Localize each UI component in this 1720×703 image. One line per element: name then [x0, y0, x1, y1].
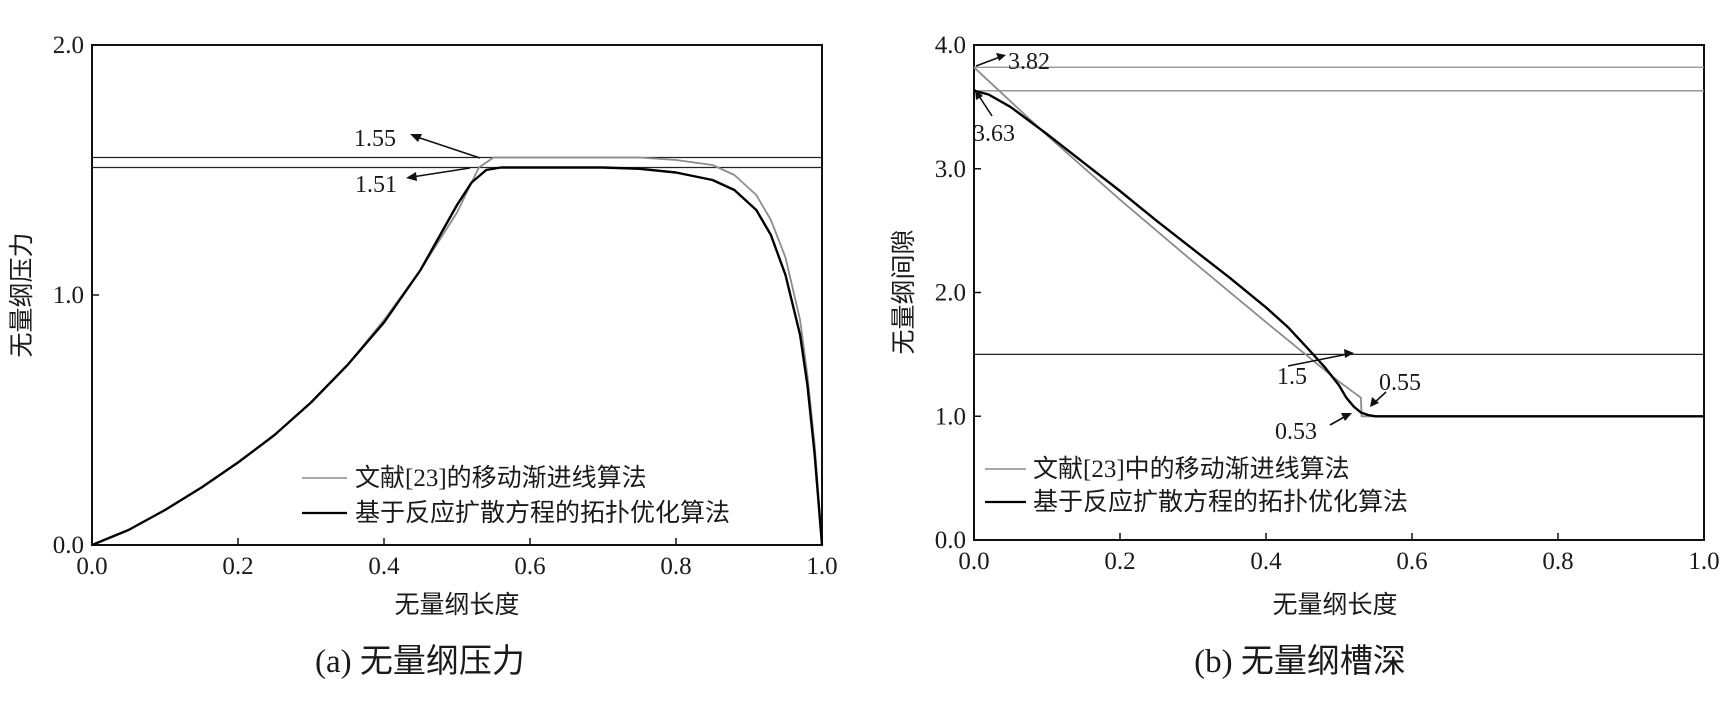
legend-label-rd: 基于反应扩散方程的拓扑优化算法: [1033, 488, 1408, 516]
y-tick-label: 1.0: [935, 403, 966, 430]
panel-b-y-axis-label: 无量纲间隙: [890, 229, 918, 354]
panel-a-caption: (a) 无量纲压力: [315, 643, 525, 680]
y-tick-label: 1.0: [53, 282, 84, 309]
x-tick-label: 0.0: [958, 548, 989, 575]
x-tick-label: 0.4: [368, 553, 400, 580]
arrowhead-3-63: [975, 89, 983, 100]
panel-b-annotation-arrows: [975, 53, 1387, 426]
x-tick-label: 0.6: [1396, 548, 1427, 575]
arrow-3-82: [975, 56, 1001, 67]
annotation-0-53: 0.53: [1275, 419, 1317, 445]
x-tick-label: 0.8: [660, 553, 691, 580]
x-tick-label: 0.0: [76, 553, 107, 580]
x-tick-label: 0.2: [1104, 548, 1135, 575]
panel-b-ticks: 0.0 0.2 0.4 0.6 0.8 1.0 0.0 1.0 2.0 3.0 4.0: [935, 32, 1720, 575]
arrowhead-1-5: [1344, 349, 1354, 358]
annotation-1-55: 1.55: [354, 126, 396, 152]
arrowhead-0-53: [1341, 413, 1352, 421]
panel-a-series: [91, 156, 824, 547]
legend-label-mma: 文献[23]的移动渐进线算法: [355, 464, 647, 492]
x-tick-label: 0.4: [1250, 548, 1282, 575]
annotation-1-51: 1.51: [355, 172, 397, 198]
panel-a-x-axis-label: 无量纲长度: [394, 591, 519, 619]
arrowhead-1-51: [406, 172, 417, 181]
y-tick-label: 3.0: [935, 156, 966, 183]
panel-a-annotation-arrows: [406, 134, 481, 181]
arrowhead-0-55: [1370, 397, 1379, 407]
y-tick-label: 4.0: [935, 32, 966, 59]
annotation-3-82: 3.82: [1008, 49, 1050, 75]
y-tick-label: 0.0: [53, 532, 84, 559]
x-tick-label: 1.0: [1688, 548, 1719, 575]
series-line-rd: [973, 89, 1704, 418]
x-tick-label: 0.6: [514, 553, 545, 580]
panel-b-caption: (b) 无量纲槽深: [1194, 643, 1406, 680]
x-tick-label: 0.8: [1542, 548, 1573, 575]
panel-a-ticks: 0.0 0.2 0.4 0.6 0.8 1.0 0.0 1.0 2.0: [53, 32, 838, 580]
y-tick-label: 0.0: [935, 527, 966, 554]
panel-a-reference-lines: [92, 156, 822, 169]
panel-a-pressure-chart: 0.0 0.2 0.4 0.6 0.8 1.0 0.0 1.0 2.0 1.55 1.51 文献…: [8, 32, 838, 680]
arrow-1-51: [411, 167, 471, 178]
panel-a-legend: 文献[23]的移动渐进线算法 基于反应扩散方程的拓扑优化算法: [302, 464, 730, 527]
annotation-1-5: 1.5: [1277, 364, 1307, 390]
panel-b-reference-lines: [974, 66, 1704, 356]
y-tick-label: 2.0: [935, 280, 966, 307]
arrow-1-5: [1287, 353, 1349, 367]
series-line-mma: [973, 66, 1704, 418]
y-tick-label: 2.0: [53, 32, 84, 59]
arrowhead-1-55: [410, 134, 422, 142]
x-tick-label: 1.0: [806, 553, 837, 580]
arrowhead-3-82: [996, 53, 1006, 61]
legend-label-mma: 文献[23]中的移动渐进线算法: [1033, 455, 1350, 483]
panel-b-series: [973, 66, 1704, 418]
x-tick-label: 0.2: [222, 553, 253, 580]
arrow-1-55: [413, 135, 481, 159]
annotation-0-55: 0.55: [1379, 370, 1421, 396]
panel-b-legend: 文献[23]中的移动渐进线算法 基于反应扩散方程的拓扑优化算法: [985, 455, 1408, 516]
panel-b-gap-chart: 0.0 0.2 0.4 0.6 0.8 1.0 0.0 1.0 2.0 3.0 4.0 3.82 3…: [890, 32, 1720, 680]
panel-a-y-axis-label: 无量纲压力: [8, 232, 36, 357]
panel-b-x-axis-label: 无量纲长度: [1272, 591, 1397, 619]
legend-label-rd: 基于反应扩散方程的拓扑优化算法: [355, 499, 730, 527]
series-line-rd: [91, 166, 824, 547]
annotation-3-63: 3.63: [973, 121, 1015, 147]
